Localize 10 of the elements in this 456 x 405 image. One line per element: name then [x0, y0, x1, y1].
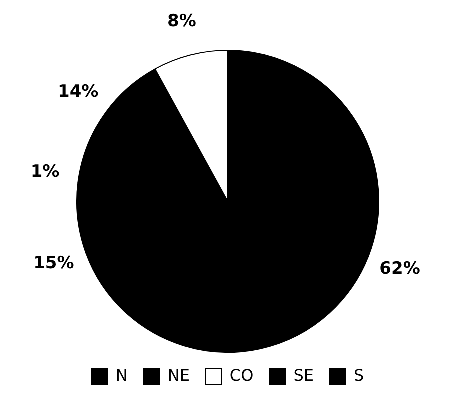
data-label: 1%: [30, 162, 60, 182]
legend-label: N: [116, 366, 128, 386]
data-label: 8%: [168, 12, 196, 32]
legend-label: SE: [294, 366, 314, 386]
legend-label: CO: [230, 366, 254, 386]
data-label: 15%: [34, 254, 74, 274]
legend-label: NE: [168, 366, 190, 386]
data-label: 14%: [58, 82, 99, 102]
data-label: 62%: [380, 259, 420, 280]
legend-label: S: [354, 366, 364, 386]
